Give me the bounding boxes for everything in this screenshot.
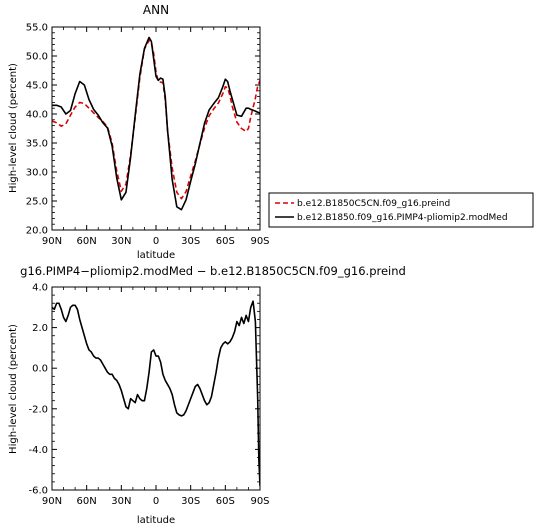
bottom-chart-title: g16.PIMP4−pliomip2.modMed − b.e12.B1850C… xyxy=(20,264,406,278)
bottom-x-tick-label: 30S xyxy=(181,496,200,507)
top-x-tick-label: 60N xyxy=(77,236,97,247)
bottom-series-line-0 xyxy=(52,300,260,486)
top-y-tick-label: 40.0 xyxy=(26,110,48,121)
bottom-x-tick-label: 0 xyxy=(153,496,159,507)
top-panel: ANN High-level cloud (percent) latitude … xyxy=(8,3,270,261)
bottom-y-axis-label: High-level cloud (percent) xyxy=(8,324,19,454)
top-x-tick-label: 30N xyxy=(111,236,131,247)
legend: b.e12.B1850C5CN.f09_g16.preind b.e12.B18… xyxy=(268,192,534,228)
top-y-tick-label: 45.0 xyxy=(26,81,48,92)
top-y-tick-label: 20.0 xyxy=(26,226,48,237)
bottom-y-tick-label: 0.0 xyxy=(32,364,48,375)
bottom-plot-area: 90N 60N 30N 0 30S 60S 90S 4.0 2.0 0.0 -2.0 -4.0 -6.0 xyxy=(28,283,269,508)
top-x-tick-label: 30S xyxy=(181,236,200,247)
legend-box xyxy=(268,192,534,228)
bottom-x-tick-label: 90N xyxy=(42,496,62,507)
top-x-tick-label: 90N xyxy=(42,236,62,247)
top-y-tick-label: 30.0 xyxy=(26,168,48,179)
top-plot-area: 90N 60N 30N 0 30S 60S 90S 20.0 25.0 30.0 35.0 40.0 4… xyxy=(26,23,270,248)
bottom-panel: g16.PIMP4−pliomip2.modMed − b.e12.B1850C… xyxy=(8,264,406,526)
top-series-line-1 xyxy=(52,36,260,211)
bottom-y-tick-label: -6.0 xyxy=(28,486,48,497)
top-y-tick-label: 35.0 xyxy=(26,139,48,150)
legend-label-preind: b.e12.B1850C5CN.f09_g16.preind xyxy=(297,199,450,209)
top-y-tick-label: 25.0 xyxy=(26,197,48,208)
top-y-tick-label: 55.0 xyxy=(26,23,48,34)
bottom-y-tick-label: -2.0 xyxy=(28,404,48,415)
top-x-tick-label: 0 xyxy=(153,236,159,247)
top-chart-title: ANN xyxy=(143,3,169,17)
top-x-tick-label: 60S xyxy=(216,236,235,247)
top-y-axis-label: High-level cloud (percent) xyxy=(8,63,19,193)
top-y-tick-label: 50.0 xyxy=(26,52,48,63)
bottom-x-tick-label: 60S xyxy=(216,496,235,507)
top-plot-frame xyxy=(51,26,261,231)
bottom-y-tick-label: -4.0 xyxy=(28,445,48,456)
bottom-x-tick-label: 60N xyxy=(77,496,97,507)
bottom-x-tick-label: 90S xyxy=(250,496,269,507)
top-x-tick-label: 90S xyxy=(250,236,269,247)
top-x-axis-label: latitude xyxy=(137,250,175,261)
legend-label-pliomip2: b.e12.B1850.f09_g16.PIMP4-pliomip2.modMe… xyxy=(297,213,508,223)
bottom-y-tick-label: 4.0 xyxy=(32,283,48,294)
bottom-x-axis-label: latitude xyxy=(137,515,175,526)
bottom-y-tick-label: 2.0 xyxy=(32,323,48,334)
bottom-plot-frame xyxy=(51,286,261,491)
top-series-line-0 xyxy=(52,39,260,200)
bottom-x-tick-label: 30N xyxy=(111,496,131,507)
